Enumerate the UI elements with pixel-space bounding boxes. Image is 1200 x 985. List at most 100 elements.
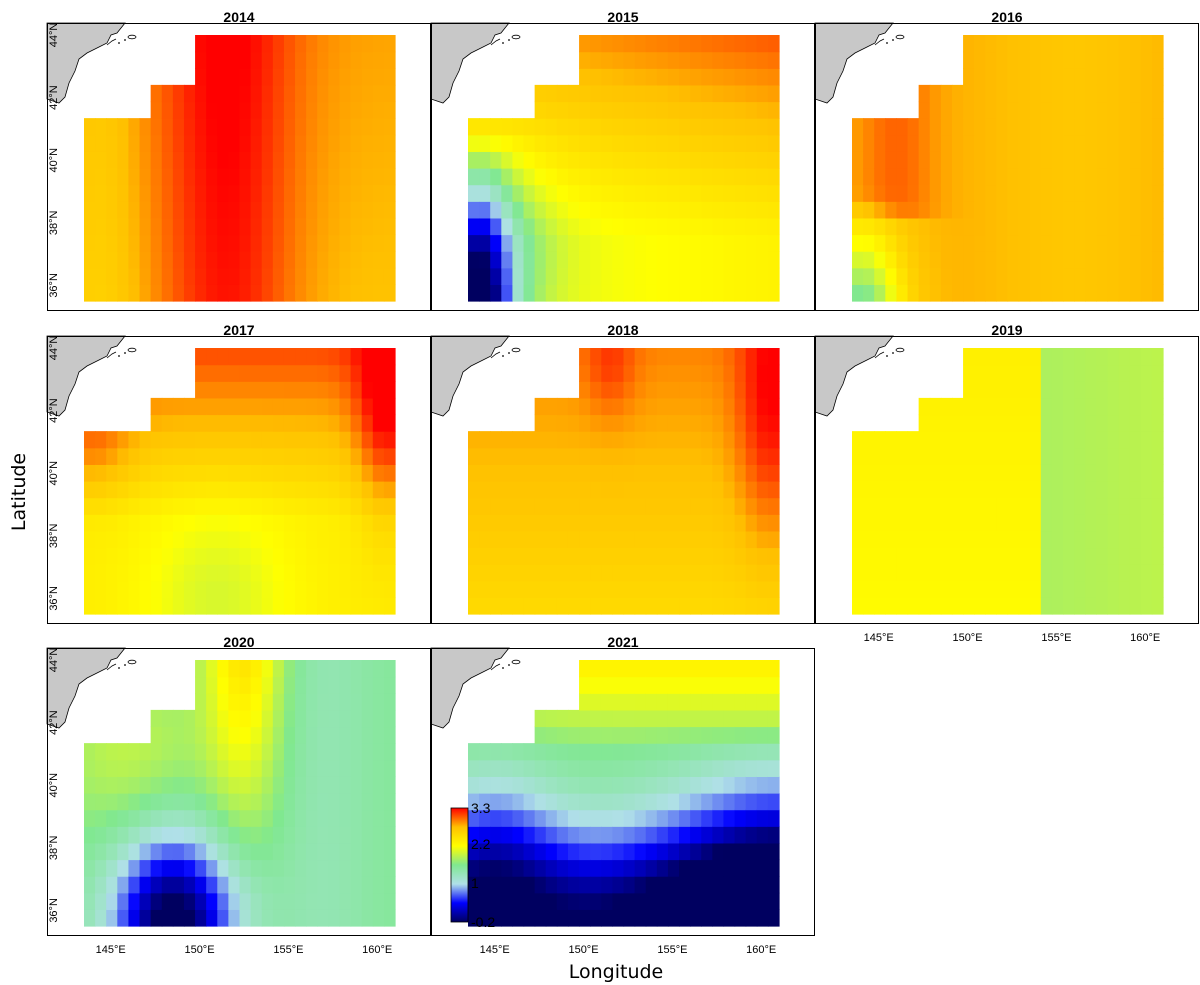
heatmap-cell	[679, 101, 691, 119]
heatmap-cell	[372, 514, 385, 532]
heatmap-cell	[679, 759, 691, 777]
heatmap-cell	[117, 892, 130, 910]
heatmap-cell	[372, 234, 385, 252]
heatmap-cell	[723, 743, 736, 761]
heatmap-cell	[217, 759, 229, 777]
heatmap-cell	[261, 759, 274, 777]
heatmap-cell	[985, 151, 997, 169]
heatmap-cell	[996, 364, 1009, 382]
heatmap-cell	[623, 597, 636, 615]
heatmap-cell	[690, 348, 702, 366]
heatmap-cell	[745, 168, 758, 186]
heatmap-cell	[150, 414, 163, 432]
heatmap-cell	[206, 514, 218, 532]
heatmap-cell	[1029, 381, 1042, 399]
heatmap-cell	[701, 726, 713, 744]
heatmap-cell	[1129, 101, 1142, 119]
heatmap-cell	[1118, 284, 1131, 302]
heatmap-cell	[84, 234, 96, 252]
heatmap-cell	[183, 201, 196, 219]
heatmap-cell	[590, 101, 602, 119]
heatmap-cell	[974, 151, 986, 169]
heatmap-cell	[372, 776, 385, 794]
heatmap-cell	[667, 217, 680, 236]
heatmap-cell	[490, 168, 502, 186]
heatmap-cell	[579, 693, 591, 711]
heatmap-cell	[918, 397, 931, 416]
heatmap-cell	[512, 809, 525, 827]
heatmap-cell	[295, 676, 307, 694]
heatmap-cell	[283, 859, 296, 877]
heatmap-cell	[383, 809, 396, 827]
heatmap-cell	[601, 597, 613, 615]
heatmap-cell	[283, 809, 296, 827]
y-tick-label: 40°N	[48, 773, 60, 798]
heatmap-cell	[272, 793, 285, 811]
heatmap-cell	[1018, 201, 1031, 219]
heatmap-cell	[656, 201, 669, 219]
heatmap-cell	[1107, 397, 1120, 416]
heatmap-cell	[701, 234, 713, 252]
heatmap-cell	[1129, 217, 1142, 236]
heatmap-cell	[623, 564, 636, 582]
heatmap-cell	[501, 597, 514, 615]
heatmap-cell	[590, 597, 602, 615]
heatmap-cell	[645, 348, 658, 366]
heatmap-cell	[250, 118, 263, 136]
heatmap-cell	[579, 397, 591, 416]
heatmap-cell	[534, 201, 547, 219]
heatmap-cell	[250, 909, 263, 927]
heatmap-cell	[306, 826, 318, 844]
heatmap-cell	[612, 580, 625, 598]
heatmap-cell	[383, 676, 396, 694]
heatmap-cell	[217, 892, 229, 910]
heatmap-cell	[479, 134, 491, 152]
heatmap-cell	[295, 348, 307, 366]
heatmap-cell	[1018, 348, 1031, 366]
heatmap-cell	[645, 234, 658, 252]
heatmap-cell	[512, 597, 525, 615]
heatmap-cell	[723, 909, 736, 927]
heatmap-cell	[372, 35, 385, 53]
heatmap-cell	[272, 414, 285, 432]
x-tick-label: 155°E	[657, 944, 687, 956]
panel-frame	[815, 336, 1199, 624]
heatmap-cell	[679, 564, 691, 582]
heatmap-cell	[250, 726, 263, 744]
heatmap-cell	[712, 826, 725, 844]
heatmap-cell	[907, 267, 920, 285]
heatmap-cell	[306, 842, 318, 861]
heatmap-cell	[490, 842, 502, 861]
heatmap-cell	[679, 201, 691, 219]
heatmap-cell	[161, 118, 174, 136]
heatmap-cell	[350, 842, 363, 861]
heatmap-cell	[250, 660, 263, 678]
heatmap-cell	[217, 842, 229, 861]
heatmap-cell	[590, 151, 602, 169]
heatmap-cell	[1007, 397, 1020, 416]
heatmap-cell	[951, 134, 964, 152]
heatmap-cell	[996, 84, 1009, 103]
heatmap-cell	[1007, 497, 1020, 515]
heatmap-cell	[545, 859, 558, 877]
heatmap-cell	[150, 597, 163, 615]
heatmap-cell	[283, 497, 296, 515]
heatmap-cell	[534, 397, 547, 416]
heatmap-cell	[84, 464, 96, 482]
heatmap-cell	[523, 776, 536, 794]
heatmap-cell	[974, 35, 986, 53]
heatmap-cell	[217, 201, 229, 219]
heatmap-cell	[1018, 597, 1031, 615]
heatmap-cell	[468, 464, 480, 482]
heatmap-cell	[128, 234, 141, 252]
heatmap-cell	[1007, 68, 1020, 86]
heatmap-cell	[634, 35, 647, 53]
heatmap-cell	[690, 676, 702, 694]
heatmap-cell	[161, 497, 174, 515]
heatmap-cell	[328, 759, 341, 777]
heatmap-cell	[734, 481, 747, 499]
heatmap-cell	[634, 364, 647, 382]
heatmap-cell	[261, 364, 274, 382]
heatmap-cell	[601, 134, 613, 152]
heatmap-cell	[885, 564, 898, 582]
